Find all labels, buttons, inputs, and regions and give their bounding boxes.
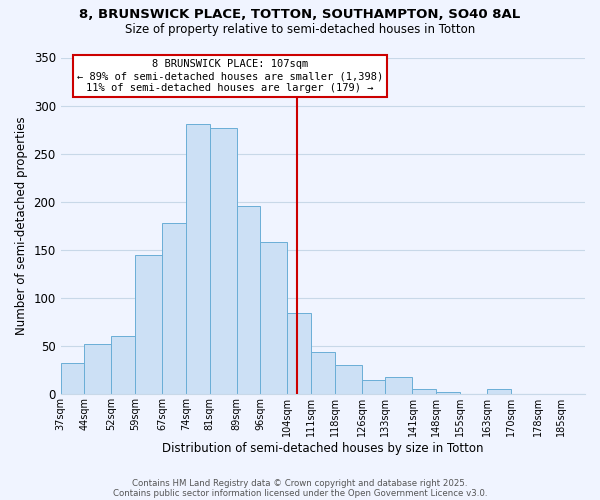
Text: Size of property relative to semi-detached houses in Totton: Size of property relative to semi-detach…	[125, 22, 475, 36]
X-axis label: Distribution of semi-detached houses by size in Totton: Distribution of semi-detached houses by …	[162, 442, 484, 455]
Bar	[186, 124, 209, 394]
Text: 8 BRUNSWICK PLACE: 107sqm
← 89% of semi-detached houses are smaller (1,398)
11% : 8 BRUNSWICK PLACE: 107sqm ← 89% of semi-…	[77, 60, 383, 92]
Bar	[260, 242, 287, 394]
Bar	[487, 390, 511, 394]
Bar	[112, 336, 135, 394]
Bar	[335, 366, 362, 394]
Bar	[162, 223, 186, 394]
Bar	[287, 314, 311, 394]
Bar	[385, 377, 412, 394]
Bar	[362, 380, 385, 394]
Bar	[436, 392, 460, 394]
Bar	[135, 255, 162, 394]
Bar	[311, 352, 335, 395]
Text: Contains HM Land Registry data © Crown copyright and database right 2025.: Contains HM Land Registry data © Crown c…	[132, 478, 468, 488]
Y-axis label: Number of semi-detached properties: Number of semi-detached properties	[15, 116, 28, 335]
Text: Contains public sector information licensed under the Open Government Licence v3: Contains public sector information licen…	[113, 488, 487, 498]
Bar	[61, 362, 85, 394]
Bar	[209, 128, 236, 394]
Bar	[236, 206, 260, 394]
Bar	[85, 344, 112, 395]
Text: 8, BRUNSWICK PLACE, TOTTON, SOUTHAMPTON, SO40 8AL: 8, BRUNSWICK PLACE, TOTTON, SOUTHAMPTON,…	[79, 8, 521, 20]
Bar	[412, 388, 436, 394]
